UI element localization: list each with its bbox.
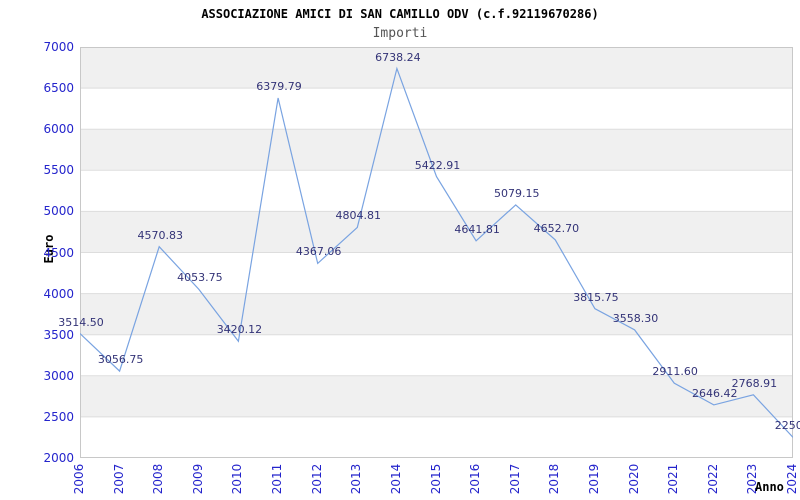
data-point-label: 4804.81	[335, 209, 382, 223]
y-tick-label: 5500	[43, 163, 74, 178]
x-tick-label: 2024	[785, 463, 799, 495]
data-point-label: 5422.91	[414, 158, 461, 172]
data-point-label: 2250.6	[774, 419, 800, 433]
data-point-label: 2768.91	[731, 376, 778, 390]
x-tick-label: 2021	[666, 463, 681, 495]
x-tick-label: 2006	[72, 463, 86, 495]
y-tick-label: 2500	[43, 409, 74, 424]
plot-area	[80, 47, 793, 458]
x-tick-label: 2009	[190, 463, 205, 495]
y-tick-label: 3500	[43, 327, 74, 342]
data-point-label: 4641.81	[454, 222, 500, 236]
y-tick-label: 4000	[43, 286, 74, 301]
y-tick-label: 3000	[43, 368, 74, 383]
y-tick-label: 7000	[43, 40, 74, 54]
chart-subtitle: Importi	[372, 26, 428, 41]
data-point-label: 4652.70	[533, 221, 580, 235]
y-tick-label: 2000	[43, 451, 74, 465]
x-axis-title: Anno	[755, 480, 784, 494]
data-point-label: 6379.79	[256, 79, 302, 93]
x-tick-label: 2010	[230, 463, 245, 495]
x-tick-label: 2022	[705, 463, 720, 495]
x-tick-label: 2011	[270, 463, 285, 495]
line-chart-svg	[80, 47, 793, 458]
x-tick-label: 2018	[547, 463, 562, 495]
x-tick-label: 2016	[468, 463, 483, 495]
data-point-label: 2646.42	[692, 386, 738, 400]
data-point-label: 3558.30	[612, 311, 659, 325]
y-tick-label: 5000	[43, 204, 74, 219]
y-tick-label: 4500	[43, 245, 74, 260]
y-tick-label: 6000	[43, 122, 74, 137]
x-tick-label: 2008	[151, 463, 166, 495]
data-point-label: 4053.75	[177, 271, 223, 285]
data-point-label: 3514.50	[58, 315, 104, 329]
data-point-label: 3420.12	[216, 323, 263, 337]
data-point-label: 4367.06	[295, 245, 342, 259]
y-tick-label: 6500	[43, 81, 74, 96]
x-tick-label: 2013	[349, 463, 364, 495]
data-point-label: 6738.24	[375, 50, 421, 64]
x-tick-label: 2012	[309, 463, 324, 495]
x-tick-label: 2007	[111, 463, 126, 495]
data-point-label: 3056.75	[97, 353, 144, 367]
data-point-label: 2911.60	[652, 365, 698, 379]
data-point-label: 3815.75	[573, 290, 619, 304]
x-tick-label: 2020	[626, 463, 641, 495]
data-point-label: 4570.83	[137, 228, 183, 242]
x-tick-label: 2017	[507, 463, 522, 495]
chart-title: ASSOCIAZIONE AMICI DI SAN CAMILLO ODV (c…	[201, 7, 599, 21]
x-tick-label: 2019	[586, 463, 601, 495]
x-tick-label: 2014	[388, 463, 403, 495]
x-tick-label: 2015	[428, 463, 443, 495]
data-point-label: 5079.15	[493, 186, 540, 200]
